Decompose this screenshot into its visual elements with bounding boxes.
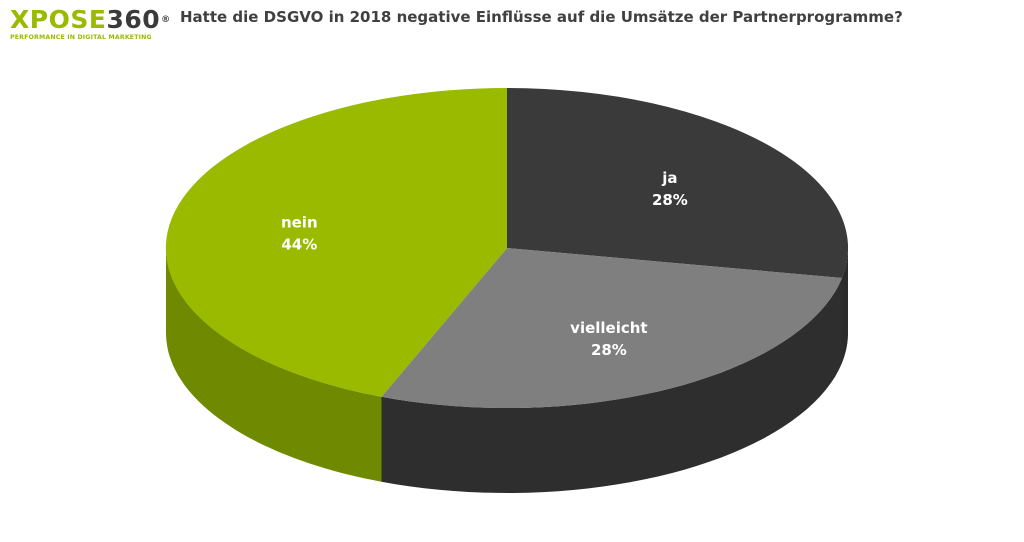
pie-tops xyxy=(165,87,849,409)
pie-label-nein: nein xyxy=(281,213,318,231)
pie-slice-ja xyxy=(507,88,849,278)
pie-labels: ja 28% vielleicht 28% nein 44% xyxy=(281,169,688,359)
pie-value-vielleicht: 28% xyxy=(591,341,627,359)
pie-label-vielleicht: vielleicht xyxy=(570,319,647,337)
chart-title: Hatte die DSGVO in 2018 negative Einflüs… xyxy=(180,8,903,26)
logo-brand: XPOSE xyxy=(10,5,107,34)
pie-slice-vielleicht xyxy=(381,248,842,409)
logo-tagline: PERFORMANCE IN DIGITAL MARKETING xyxy=(10,34,152,41)
pie-value-nein: 44% xyxy=(281,235,317,253)
pie-side-vielleicht xyxy=(381,278,842,493)
pie-slice-nein xyxy=(165,87,507,397)
logo-number: 360 xyxy=(106,5,161,34)
logo-registered: ® xyxy=(161,15,171,25)
pie-side-ja xyxy=(842,248,848,363)
pie-value-ja: 28% xyxy=(652,191,688,209)
pie-label-ja: ja xyxy=(661,169,677,187)
brand-logo: XPOSE360® PERFORMANCE IN DIGITAL MARKETI… xyxy=(10,6,171,42)
logo-wordmark: XPOSE360® xyxy=(10,6,171,34)
pie-sides xyxy=(166,248,848,493)
pie-side-nein xyxy=(166,248,382,482)
